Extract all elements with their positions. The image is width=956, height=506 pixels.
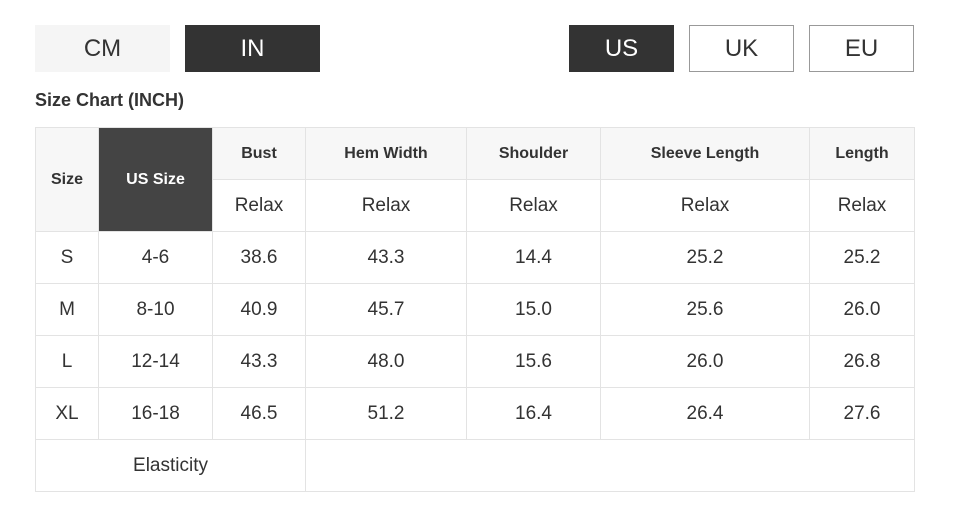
table-cell: 26.0 (600, 335, 810, 388)
table-cell: 45.7 (305, 283, 467, 336)
table-cell: L (35, 335, 99, 388)
table-cell: XL (35, 387, 99, 440)
table-row: L 12-14 43.3 48.0 15.6 26.0 26.8 (35, 335, 915, 388)
header-sleeve-length: Sleeve Length (600, 127, 810, 180)
table-cell: 40.9 (212, 283, 306, 336)
subheader-row: Relax Relax Relax Relax Relax (36, 179, 915, 232)
table-cell: S (35, 231, 99, 284)
table-row: S 4-6 38.6 43.3 14.4 25.2 25.2 (35, 231, 915, 284)
region-eu-button[interactable]: EU (809, 25, 914, 72)
table-cell: 14.4 (466, 231, 601, 284)
size-chart-title: Size Chart (INCH) (35, 90, 185, 110)
region-us-button[interactable]: US (569, 25, 674, 72)
table-cell: 16-18 (98, 387, 213, 440)
table-cell: 46.5 (212, 387, 306, 440)
table-cell: 51.2 (305, 387, 467, 440)
unit-cm-button[interactable]: CM (35, 25, 170, 72)
table-cell: 26.4 (600, 387, 810, 440)
elasticity-row: Elasticity (35, 439, 915, 492)
table-row: XL 16-18 46.5 51.2 16.4 26.4 27.6 (35, 387, 915, 440)
elasticity-label: Elasticity (35, 439, 306, 492)
header-row: Size US Size Bust Hem Width Shoulder Sle… (35, 127, 915, 232)
header-us-size: US Size (98, 127, 213, 232)
subheader-cell: Relax (212, 179, 306, 232)
table-cell: 25.2 (600, 231, 810, 284)
subheader-cell: Relax (809, 179, 915, 232)
header-bust: Bust (212, 127, 306, 180)
table-cell: 43.3 (305, 231, 467, 284)
table-cell: 48.0 (305, 335, 467, 388)
header-hem-width: Hem Width (305, 127, 467, 180)
table-row: M 8-10 40.9 45.7 15.0 25.6 26.0 (35, 283, 915, 336)
header-length: Length (809, 127, 915, 180)
header-size: Size (35, 127, 99, 232)
table-cell: 12-14 (98, 335, 213, 388)
subheader-cell: Relax (600, 179, 810, 232)
size-chart-table: Size US Size Bust Hem Width Shoulder Sle… (35, 127, 915, 492)
table-cell: 25.6 (600, 283, 810, 336)
table-cell: 8-10 (98, 283, 213, 336)
table-cell: 25.2 (809, 231, 915, 284)
table-cell: 15.6 (466, 335, 601, 388)
table-cell: 38.6 (212, 231, 306, 284)
table-cell: 4-6 (98, 231, 213, 284)
header-shoulder: Shoulder (466, 127, 601, 180)
table-cell: 43.3 (212, 335, 306, 388)
subheader-cell: Relax (305, 179, 467, 232)
elasticity-value (305, 439, 915, 492)
table-cell: 26.0 (809, 283, 915, 336)
table-cell: 27.6 (809, 387, 915, 440)
table-cell: 15.0 (466, 283, 601, 336)
table-cell: 16.4 (466, 387, 601, 440)
region-uk-button[interactable]: UK (689, 25, 794, 72)
table-cell: M (35, 283, 99, 336)
table-cell: 26.8 (809, 335, 915, 388)
subheader-cell: Relax (466, 179, 601, 232)
unit-in-button[interactable]: IN (185, 25, 320, 72)
